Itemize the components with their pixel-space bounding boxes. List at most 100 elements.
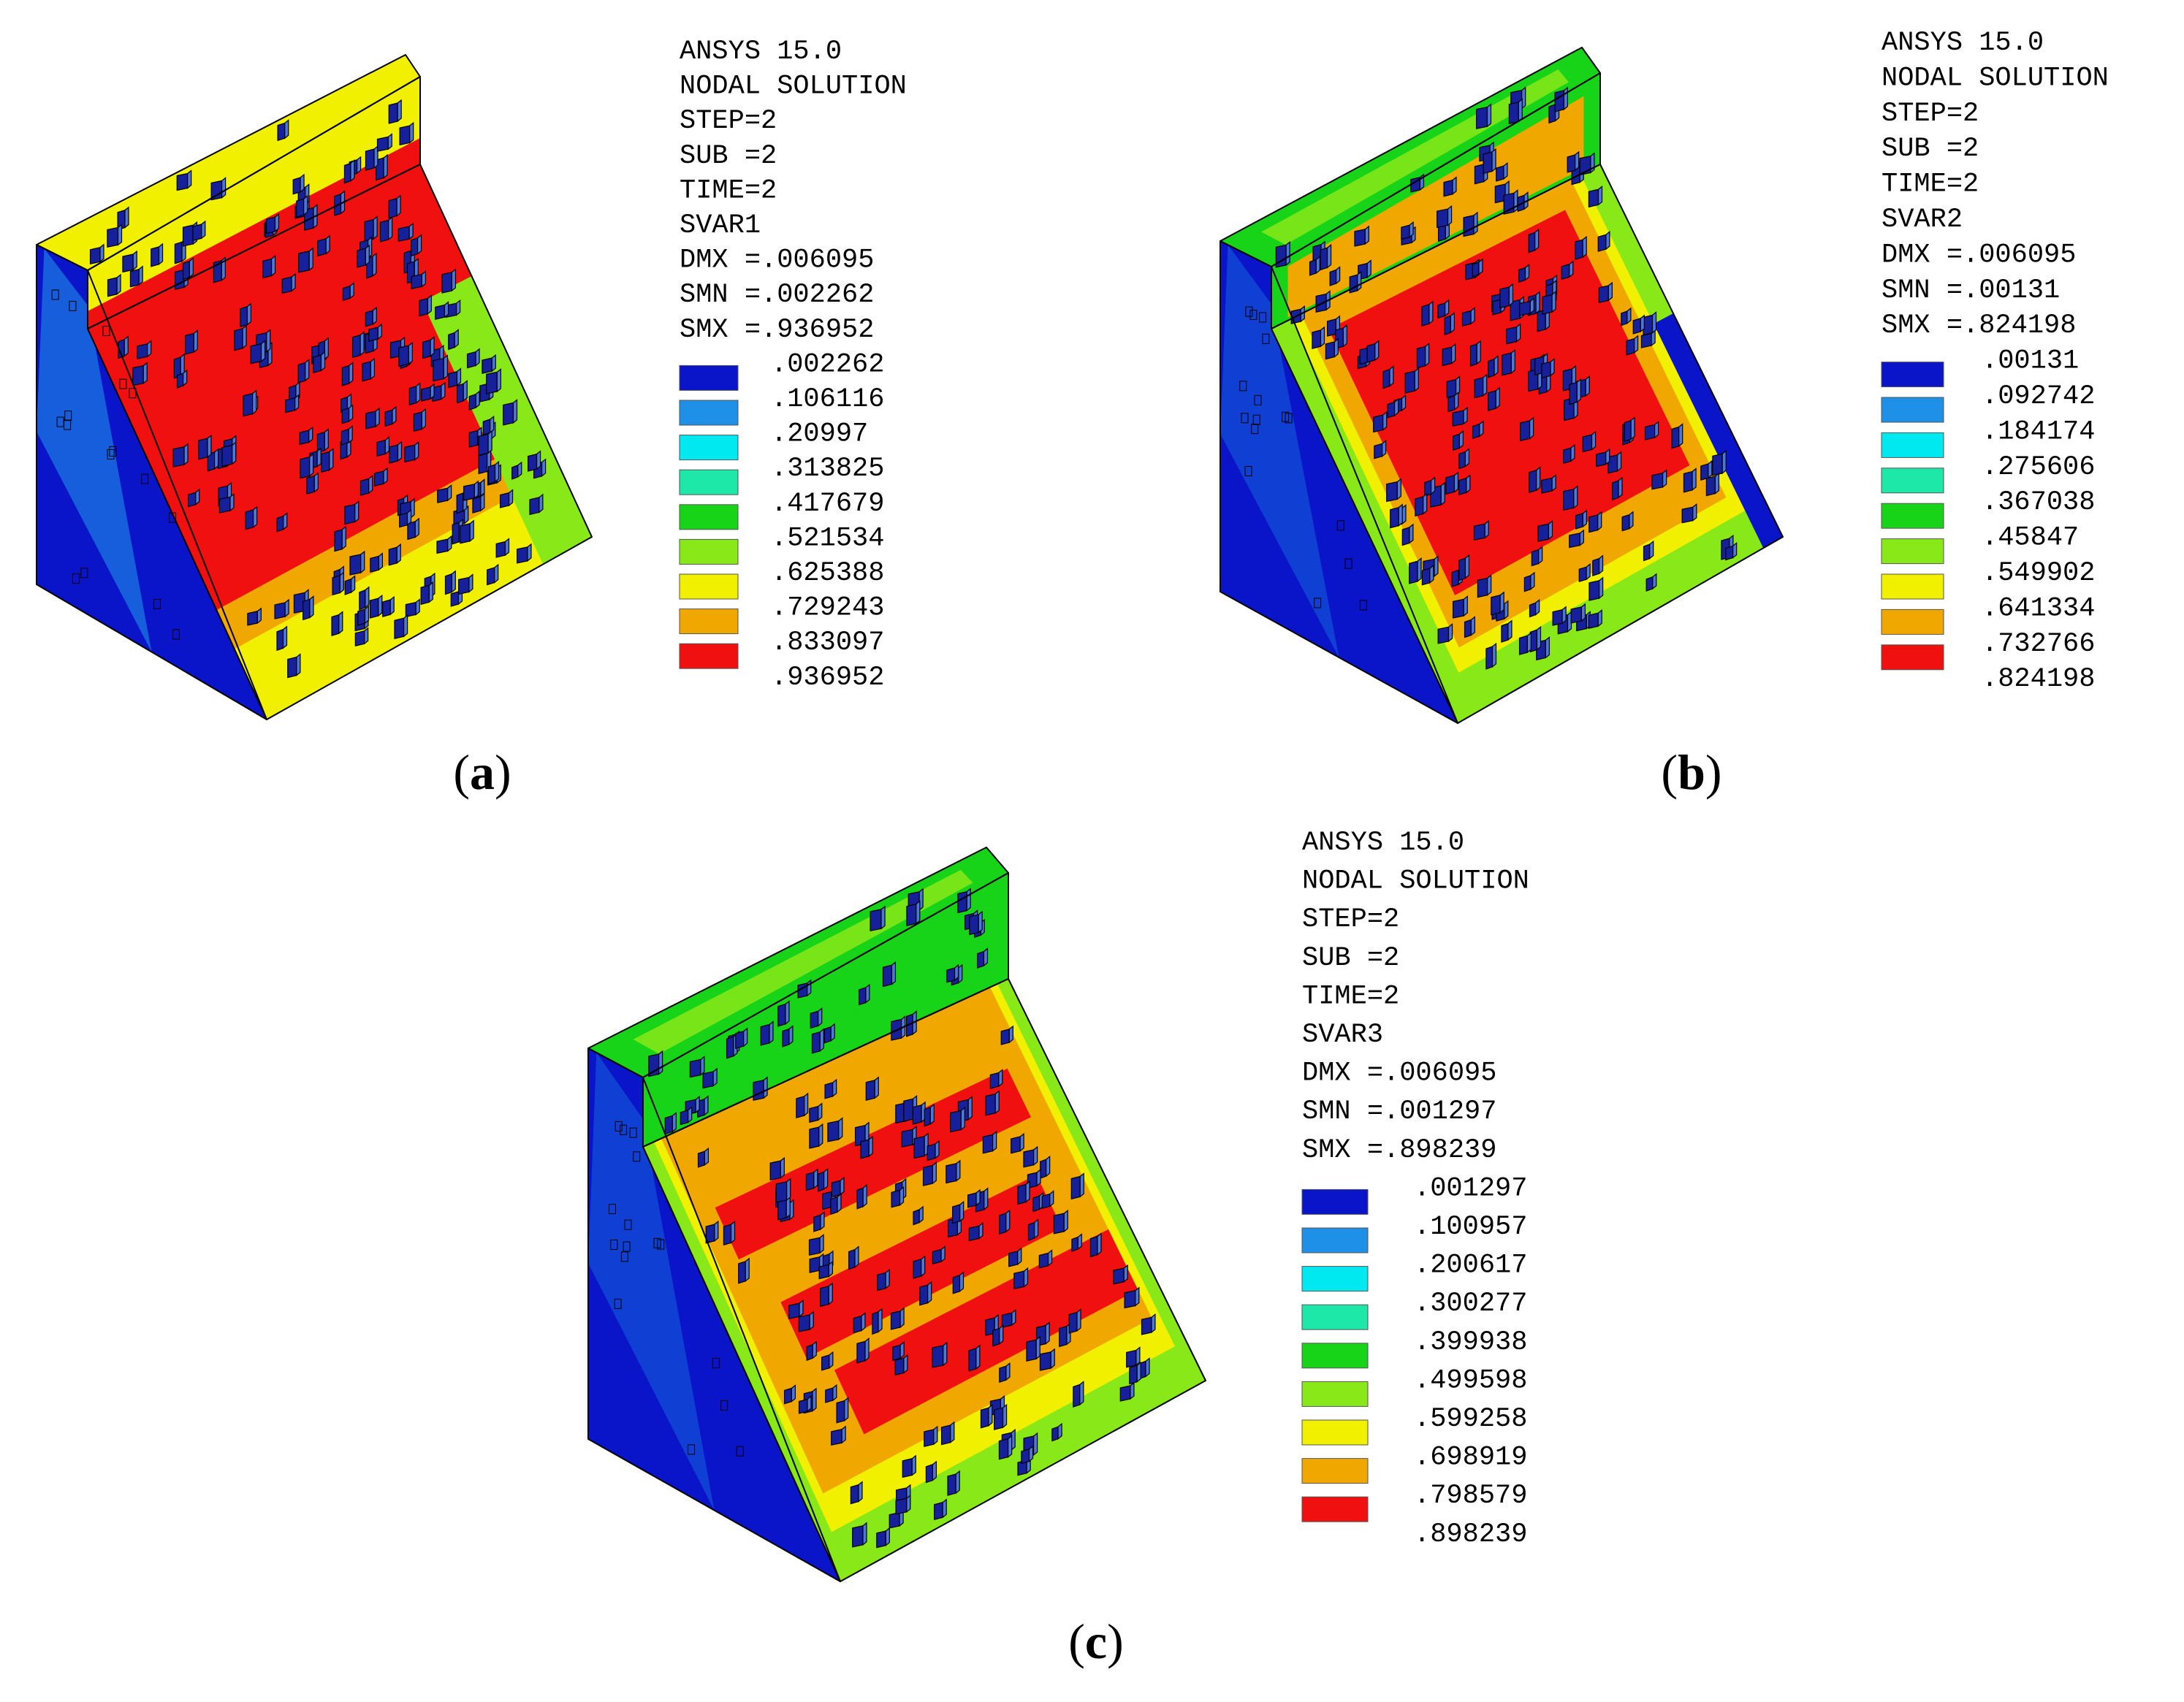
inclusion-block — [836, 1400, 845, 1424]
inclusion-block-side — [512, 399, 518, 424]
inclusion-block-side — [1464, 554, 1470, 579]
inclusion-block-side — [491, 354, 496, 373]
legend-swatch — [1301, 1343, 1369, 1369]
inclusion-block-side — [360, 550, 365, 574]
inclusion-block-side — [468, 573, 473, 593]
inclusion-block-side — [1576, 378, 1581, 403]
inclusion-block — [798, 1314, 810, 1332]
inclusion-block-side — [1057, 1422, 1062, 1440]
legend-value: .549902 — [1982, 558, 2095, 589]
inclusion-block — [1026, 1339, 1037, 1362]
side-gradient-patch — [1220, 245, 1339, 657]
inclusion-block — [902, 1458, 913, 1478]
inclusion-block-side — [918, 1205, 924, 1224]
legend-swatch — [1301, 1227, 1369, 1253]
inclusion-block — [852, 1525, 864, 1548]
inclusion-block — [1712, 453, 1723, 476]
inclusion-block — [368, 327, 378, 342]
inclusion-block-side — [868, 1135, 873, 1158]
inclusion-block — [1039, 1351, 1051, 1371]
inclusion-block-side — [364, 605, 370, 625]
side-inclusion — [620, 1124, 628, 1135]
inclusion-block-side — [1320, 326, 1325, 348]
inclusion-block-side — [704, 1147, 709, 1167]
inclusion-block — [281, 276, 292, 294]
inclusion-block-side — [899, 1307, 905, 1329]
inclusion-block-side — [1079, 1381, 1084, 1406]
inclusion-block-side — [813, 1168, 818, 1189]
inclusion-block-side — [829, 1351, 834, 1370]
legend-value: .399938 — [1414, 1327, 1527, 1358]
inclusion-block — [769, 1160, 781, 1181]
inclusion-block — [1485, 646, 1494, 670]
inclusion-block — [1542, 294, 1553, 315]
inclusion-block — [922, 1164, 933, 1186]
inclusion-block-side — [862, 1522, 867, 1546]
crest-inner-band — [633, 869, 973, 1054]
side-inclusion — [620, 1251, 628, 1262]
inclusion-block — [1567, 154, 1576, 173]
header-line: SUB =2 — [680, 141, 777, 172]
inclusion-block-side — [769, 1020, 774, 1045]
inclusion-block-side — [496, 368, 501, 393]
inclusion-block-side — [1450, 312, 1455, 334]
legend-value: .798579 — [1414, 1481, 1527, 1511]
inclusion-block — [977, 950, 985, 969]
inclusion-block-side — [838, 1117, 843, 1141]
dam-model-c — [587, 847, 1206, 1582]
inclusion-block — [274, 602, 286, 619]
side-inclusion — [1282, 411, 1290, 422]
inclusion-block-side — [242, 324, 247, 349]
inclusion-block — [370, 555, 380, 573]
inclusion-block — [1453, 433, 1461, 451]
inclusion-block-side — [858, 1481, 863, 1503]
legend-value: .45847 — [1982, 523, 2079, 554]
inclusion-block-side — [671, 1112, 677, 1133]
legend-value: .417679 — [771, 489, 884, 519]
inclusion-block — [297, 251, 310, 273]
inclusion-block — [1575, 239, 1583, 260]
inclusion-block — [1563, 447, 1572, 465]
inclusion-block-side — [1342, 324, 1347, 348]
legend-value: .729243 — [771, 593, 884, 624]
inclusion-block — [877, 1272, 886, 1291]
inclusion-block — [1671, 426, 1680, 449]
inclusion-block — [831, 1180, 841, 1198]
inclusion-block — [1424, 479, 1432, 497]
inclusion-block-side — [958, 963, 963, 984]
inclusion-block — [384, 409, 393, 427]
inclusion-block-side — [396, 194, 401, 217]
inclusion-block-side — [975, 1188, 981, 1207]
legend-value: .20997 — [771, 419, 868, 450]
inclusion-block-side — [966, 888, 971, 912]
legend-value: .698919 — [1414, 1443, 1527, 1473]
legend-swatch — [1881, 503, 1944, 529]
inclusion-block — [388, 197, 397, 219]
inclusion-block-side — [1028, 1445, 1034, 1462]
inclusion-block — [1464, 619, 1472, 638]
inclusion-block-side — [885, 1269, 890, 1289]
legend-b: ANSYS 15.0 NODAL SOLUTION STEP=2 SUB =2 TIME… — [1881, 28, 2109, 695]
inclusion-block — [441, 271, 453, 294]
inclusion-block — [466, 351, 476, 369]
legend-value: .936952 — [771, 663, 884, 693]
inclusion-block-side — [193, 329, 198, 354]
inclusion-block-side — [1401, 394, 1407, 412]
inclusion-block — [856, 1187, 864, 1210]
inclusion-block — [813, 1214, 821, 1232]
inclusion-block — [420, 584, 430, 606]
inclusion-block — [1051, 1426, 1059, 1442]
side-inclusion — [1251, 424, 1259, 435]
inclusion-block-side — [1494, 355, 1499, 377]
inclusion-block-side — [832, 1384, 837, 1402]
inclusion-block — [1113, 1267, 1125, 1285]
inclusion-block-side — [714, 1220, 719, 1243]
inclusion-block — [422, 339, 431, 359]
inclusion-block — [1021, 1449, 1030, 1465]
inclusion-block — [946, 967, 956, 983]
inclusion-block-side — [956, 1159, 961, 1182]
header-line: TIME=2 — [1881, 169, 1979, 200]
inclusion-block — [1452, 410, 1464, 427]
dam-edge — [642, 978, 1206, 1582]
inclusion-block-side — [1534, 229, 1540, 251]
